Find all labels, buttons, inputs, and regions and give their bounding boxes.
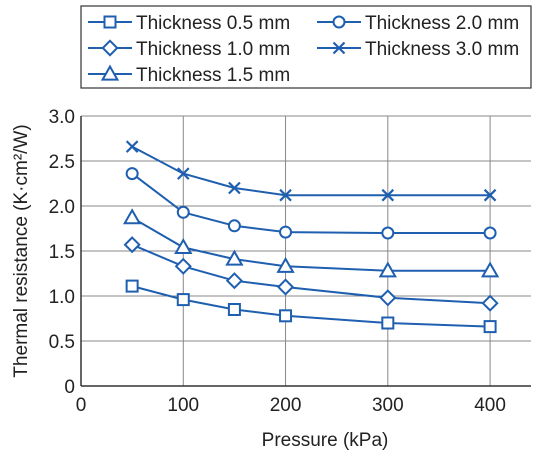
legend-marker	[332, 15, 346, 29]
data-point	[381, 188, 395, 202]
series-line	[131, 216, 491, 272]
data-point	[276, 256, 295, 273]
data-point	[276, 278, 295, 296]
data-point	[279, 309, 293, 323]
x-tick-label: 100	[167, 395, 199, 416]
legend-label: Thickness 3.0 mm	[365, 39, 519, 60]
data-point	[225, 249, 244, 266]
data-point	[125, 279, 139, 293]
data-point	[481, 294, 499, 312]
data-point	[125, 167, 139, 181]
data-point	[125, 140, 139, 153]
data-point	[174, 237, 193, 254]
data-point	[483, 226, 497, 240]
legend-marker	[101, 39, 119, 57]
y-tick-label: 0.5	[49, 332, 75, 353]
y-tick-label: 2.0	[49, 197, 75, 218]
legend-label: Thickness 1.0 mm	[136, 39, 290, 60]
legend-item: Thickness 0.5 mm	[88, 13, 290, 34]
series-square	[125, 279, 497, 334]
data-point	[176, 205, 190, 219]
data-point	[176, 293, 190, 307]
legend-label: Thickness 1.5 mm	[136, 65, 290, 86]
data-point	[381, 316, 395, 330]
x-tick-label: 200	[270, 395, 302, 416]
data-point	[122, 208, 142, 225]
series-lines	[122, 140, 500, 334]
legend-box	[80, 5, 532, 89]
legend-label: Thickness 0.5 mm	[136, 13, 290, 34]
legend-item: Thickness 3.0 mm	[317, 39, 519, 60]
legend-marker	[332, 41, 346, 55]
series-line	[131, 145, 491, 197]
legend: Thickness 0.5 mm Thickness 1.0 mm Thicknes…	[80, 5, 532, 89]
data-point	[227, 219, 241, 233]
legend-item: Thickness 1.5 mm	[88, 64, 290, 86]
data-point	[174, 257, 192, 275]
data-point	[483, 320, 497, 334]
data-point	[225, 272, 243, 290]
series-line	[131, 172, 491, 234]
legend-item: Thickness 2.0 mm	[317, 13, 519, 34]
legend-label: Thickness 2.0 mm	[365, 13, 519, 34]
data-point	[480, 261, 500, 278]
x-tick-label: 0	[76, 395, 87, 416]
y-tick-label: 0	[64, 377, 75, 398]
x-axis-label: Pressure (kPa)	[262, 430, 389, 451]
series-line	[131, 285, 491, 328]
x-tick-label: 400	[474, 395, 506, 416]
legend-item: Thickness 1.0 mm	[88, 39, 290, 60]
legend-marker	[100, 64, 120, 81]
y-tick-label: 3.0	[49, 107, 75, 128]
series-x	[125, 140, 497, 202]
series-line	[131, 243, 491, 305]
data-point	[379, 289, 397, 307]
y-axis-label: Thermal resistance (K·cm²/W)	[11, 124, 32, 377]
series-circle	[125, 167, 497, 240]
data-point	[378, 261, 397, 278]
data-point	[483, 188, 497, 202]
series-triangle	[122, 208, 500, 278]
data-point	[279, 188, 292, 202]
axes: 0 100 200 300 400 0 0.5 1.0 1.5 2.0 2.5 3.0	[49, 107, 531, 416]
legend-marker	[103, 15, 117, 29]
y-tick-label: 2.5	[49, 152, 75, 173]
data-point	[381, 226, 395, 240]
data-point	[279, 225, 293, 239]
data-point	[228, 181, 241, 195]
data-point	[123, 236, 141, 254]
x-tick-label: 300	[372, 395, 404, 416]
series-diamond	[123, 236, 499, 312]
data-point	[176, 167, 190, 180]
y-tick-label: 1.0	[49, 287, 75, 308]
y-tick-label: 1.5	[49, 242, 75, 263]
data-point	[227, 303, 241, 316]
